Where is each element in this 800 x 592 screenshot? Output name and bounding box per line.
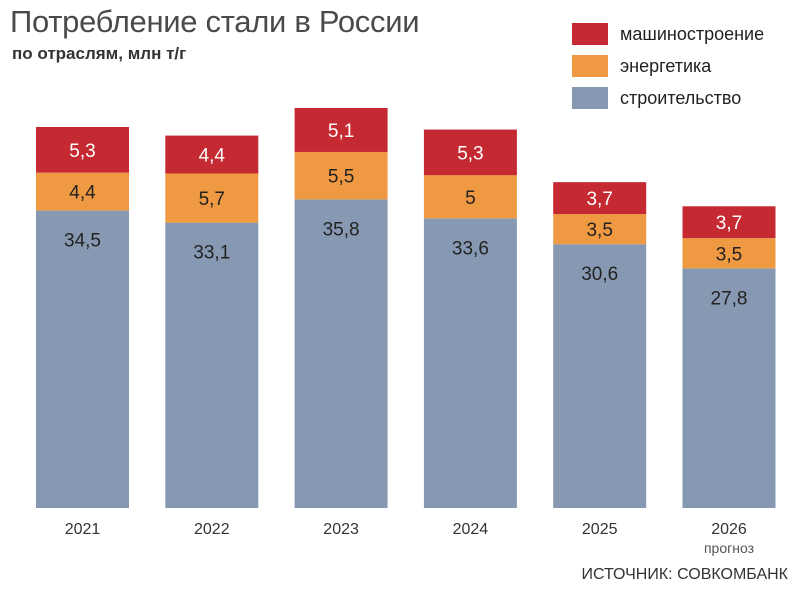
- chart-subtitle: по отраслям, млн т/г: [12, 44, 187, 63]
- chart-title: Потребление стали в России: [10, 4, 420, 39]
- data-label: 3,7: [586, 189, 612, 210]
- bar-segment: [423, 218, 517, 508]
- data-label: 30,6: [581, 264, 618, 285]
- bar-segment: [165, 135, 259, 174]
- legend-label: машиностроение: [620, 23, 765, 44]
- bar-segment: [36, 126, 129, 173]
- bar-segment: [294, 199, 388, 508]
- bar-segment: [165, 173, 259, 223]
- data-label: 3,7: [716, 213, 742, 234]
- bar-segment: [553, 214, 647, 245]
- bar-segment: [36, 172, 129, 211]
- legend-label: энергетика: [620, 55, 712, 76]
- bar-segment: [294, 151, 388, 200]
- legend: машиностроение энергетика строительство: [572, 22, 764, 118]
- data-label: 33,6: [452, 238, 489, 259]
- bar-segment: [36, 210, 129, 508]
- x-tick-note: прогноз: [704, 540, 754, 556]
- x-tick-label: 2025: [582, 521, 618, 538]
- bar-segment: [682, 238, 776, 269]
- bar-segment: [294, 108, 388, 152]
- legend-label: строительство: [620, 87, 742, 108]
- data-label: 27,8: [711, 288, 748, 309]
- data-label: 33,1: [193, 243, 230, 264]
- x-tick-label: 2023: [323, 521, 359, 538]
- data-label: 5: [465, 188, 476, 209]
- x-tick-label: 2026: [711, 521, 747, 538]
- data-label: 5,5: [328, 167, 354, 188]
- data-label: 5,7: [199, 189, 225, 210]
- bar-segment: [553, 244, 647, 508]
- data-label: 4,4: [69, 183, 96, 204]
- x-tick-label: 2021: [65, 521, 101, 538]
- source-note: ИСТОЧНИК: СОВКОМБАНК: [581, 566, 788, 583]
- legend-item: машиностроение: [572, 22, 764, 46]
- data-label: 4,4: [199, 146, 226, 167]
- data-label: 5,1: [328, 121, 354, 142]
- legend-swatch: [572, 87, 608, 109]
- data-label: 5,3: [457, 143, 483, 164]
- legend-swatch: [572, 55, 608, 77]
- legend-item: энергетика: [572, 54, 764, 78]
- data-label: 34,5: [64, 231, 101, 252]
- bar-segment: [553, 182, 647, 215]
- data-label: 5,3: [69, 141, 95, 162]
- bar-segment: [165, 222, 259, 509]
- bar-segment: [423, 175, 517, 219]
- x-tick-label: 2022: [194, 521, 230, 538]
- bar-segment: [682, 268, 776, 508]
- x-tick-label: 2024: [453, 521, 489, 538]
- data-label: 3,5: [716, 244, 742, 265]
- bar-segment: [682, 206, 776, 239]
- bar-segment: [423, 129, 517, 176]
- data-label: 35,8: [323, 219, 360, 240]
- legend-swatch: [572, 23, 608, 45]
- data-label: 3,5: [586, 220, 612, 241]
- legend-item: строительство: [572, 86, 764, 110]
